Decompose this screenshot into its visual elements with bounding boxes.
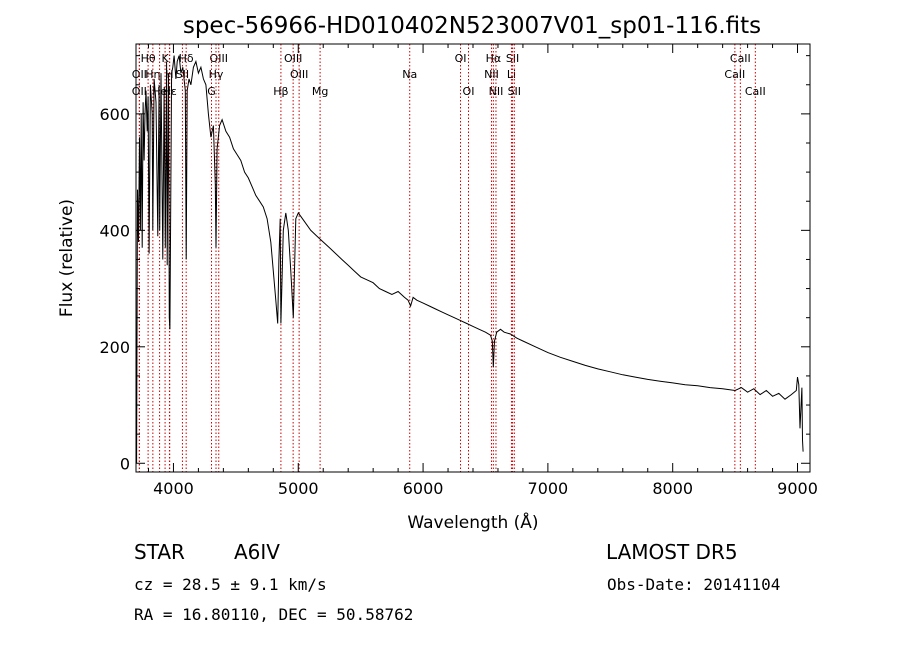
survey-name: LAMOST DR5	[606, 540, 738, 564]
line-marker-label: CaII	[724, 68, 745, 81]
object-class: STAR	[134, 540, 185, 564]
line-marker-label: Hδ	[179, 52, 194, 65]
y-tick-label: 0	[120, 454, 130, 473]
y-tick-label: 200	[99, 338, 130, 357]
line-marker-label: CaII	[730, 52, 751, 65]
spectrum-series	[136, 55, 804, 464]
line-marker-label: SII	[176, 68, 189, 81]
line-marker-label: SII	[506, 52, 519, 65]
coordinates: RA = 16.80110, DEC = 50.58762	[134, 605, 413, 624]
x-tick-label: 6000	[403, 479, 444, 498]
line-marker-label: Hε	[163, 85, 177, 98]
line-marker-label: OIII	[210, 52, 228, 65]
line-marker-label: NII	[489, 85, 504, 98]
line-marker-label: NII	[484, 68, 499, 81]
line-marker-label: Hη	[145, 68, 160, 81]
line-marker-label: Mg	[312, 85, 328, 98]
x-axis-ticks: 4000 5000 6000 7000 8000 9000	[147, 44, 818, 498]
spectrum-line	[136, 55, 804, 464]
line-marker-label: G	[207, 85, 216, 98]
x-tick-label: 4000	[153, 479, 194, 498]
line-marker-label: OI	[455, 52, 467, 65]
x-tick-label: 8000	[652, 479, 693, 498]
line-marker-label: Hβ	[273, 85, 288, 98]
y-axis-ticks: 0 200 400 600	[99, 55, 810, 473]
obs-date: Obs-Date: 20141104	[607, 575, 780, 594]
line-marker-label: H	[165, 68, 173, 81]
line-marker-label: Hθ	[141, 52, 156, 65]
plot-frame	[135, 43, 811, 473]
redshift-text: cz = 28.5 ± 9.1 km/s	[134, 575, 327, 594]
line-marker-label: OI	[463, 85, 475, 98]
y-axis-label: Flux (relative)	[57, 199, 77, 317]
line-marker-label: OIII	[284, 52, 302, 65]
x-tick-label: 7000	[528, 479, 569, 498]
y-tick-label: 400	[99, 221, 130, 240]
x-tick-label: 5000	[278, 479, 319, 498]
line-marker-label: CaII	[745, 85, 766, 98]
object-subclass: A6IV	[234, 540, 280, 564]
line-marker-label: Na	[402, 68, 417, 81]
chart-title: spec-56966-HD010402N523007V01_sp01-116.f…	[183, 13, 761, 39]
line-marker-label: OII	[132, 85, 147, 98]
line-marker-label: Hγ	[209, 68, 224, 81]
line-marker-label: K	[161, 52, 169, 65]
line-marker-label: Li	[507, 68, 516, 81]
line-marker-label: SII	[508, 85, 521, 98]
line-marker-label: OIII	[290, 68, 308, 81]
y-tick-label: 600	[99, 105, 130, 124]
line-marker-label: Hα	[486, 52, 502, 65]
x-axis-label: Wavelength (Å)	[407, 511, 538, 533]
x-tick-label: 9000	[777, 479, 818, 498]
